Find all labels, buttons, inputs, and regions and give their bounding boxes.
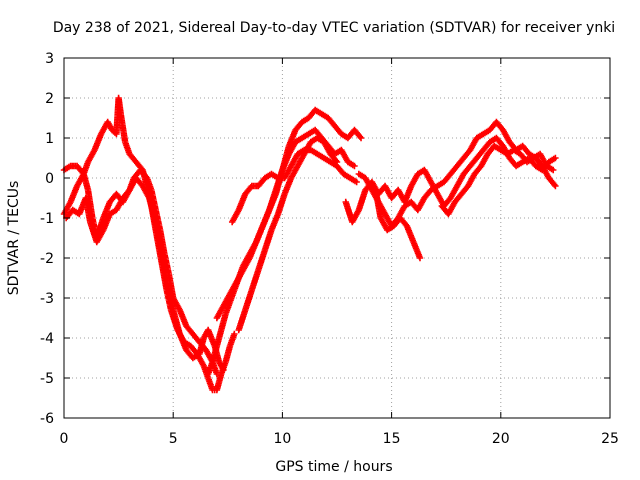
data-point: [213, 370, 221, 378]
axis-ticks: 0 5 10 15 20 25 -6 -5 -4 -3 -2 -1 0 1 2 3: [40, 51, 619, 447]
data-point: [353, 178, 360, 186]
y-axis-label: SDTVAR / TECUs: [6, 181, 22, 296]
data-point: [333, 158, 341, 166]
y-tick-label: -2: [40, 251, 54, 267]
y-tick-label: 1: [45, 131, 54, 147]
x-tick-label: 25: [601, 431, 619, 447]
x-axis-label: GPS time / hours: [275, 459, 392, 475]
data-points: [60, 94, 559, 394]
data-point: [351, 162, 358, 170]
plot-frame: [63, 57, 611, 419]
data-point: [552, 154, 559, 162]
data-point: [357, 134, 365, 142]
y-tick-label: 3: [45, 51, 54, 67]
data-point: [552, 182, 559, 190]
chart-title: Day 238 of 2021, Sidereal Day-to-day VTE…: [53, 20, 615, 36]
data-point-interp: [551, 181, 558, 188]
x-tick-label: 20: [492, 431, 510, 447]
data-point: [550, 166, 557, 174]
data-point: [231, 330, 238, 338]
y-tick-label: -4: [40, 331, 54, 347]
y-tick-label: -3: [40, 291, 54, 307]
x-tick-label: 5: [169, 431, 178, 447]
y-tick-label: -5: [40, 371, 54, 387]
y-tick-label: 2: [45, 91, 54, 107]
data-point-interp: [332, 157, 340, 164]
x-tick-label: 0: [60, 431, 69, 447]
x-tick-label: 15: [383, 431, 401, 447]
y-tick-label: 0: [45, 171, 54, 187]
data-point: [220, 366, 227, 374]
y-tick-label: -1: [40, 211, 54, 227]
data-point: [416, 254, 424, 262]
grid: [64, 58, 610, 418]
y-tick-label: -6: [40, 411, 54, 427]
x-tick-label: 10: [273, 431, 291, 447]
data-point-interp: [356, 133, 364, 140]
